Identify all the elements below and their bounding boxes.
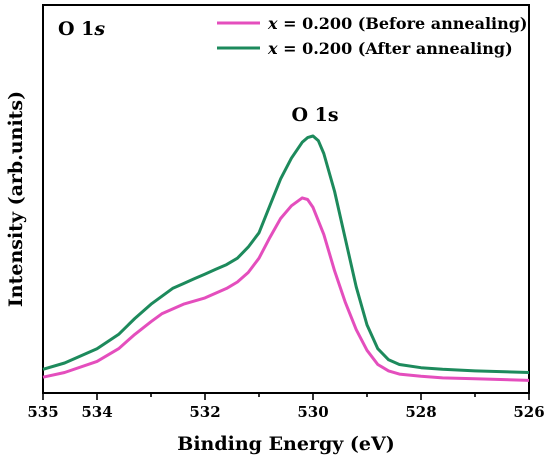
legend-entry-1: x = 0.200 (Before annealing)	[267, 14, 528, 33]
peak-annotation: O 1s	[291, 104, 338, 126]
x-tick-label: 532	[189, 403, 220, 421]
y-axis-label: Intensity (arb.units)	[5, 91, 27, 307]
x-tick-label: 526	[513, 403, 544, 421]
panel-label: O 1s	[58, 18, 105, 40]
series-layer	[42, 134, 530, 382]
x-axis-ticks: 535 534 532 530 528 526	[27, 393, 545, 421]
plot-frame	[42, 4, 530, 394]
series-line-1	[42, 196, 530, 382]
x-tick-label: 534	[81, 403, 112, 421]
x-tick-label: 535	[27, 403, 58, 421]
x-tick-label: 530	[297, 403, 328, 421]
x-tick-label: 528	[405, 403, 436, 421]
legend-entry-2: x = 0.200 (After annealing)	[267, 39, 513, 58]
x-axis-label: Binding Energy (eV)	[177, 433, 394, 455]
series-line-2	[42, 134, 530, 374]
legend: x = 0.200 (Before annealing) x = 0.200 (A…	[217, 14, 528, 58]
